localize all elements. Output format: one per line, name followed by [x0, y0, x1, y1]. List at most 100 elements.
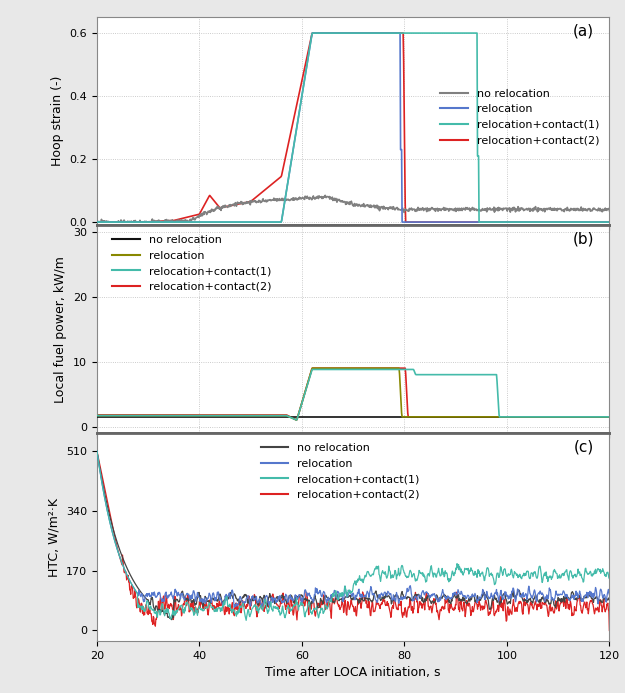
Legend: no relocation, relocation, relocation+contact(1), relocation+contact(2): no relocation, relocation, relocation+co…: [107, 231, 276, 297]
relocation+contact(1): [503, 570, 510, 579]
no relocation: [502, 413, 509, 421]
no relocation: [301, 413, 308, 421]
relocation+contact(1): [292, 416, 300, 424]
relocation+contact(2): [301, 389, 308, 398]
relocation+contact(1): [146, 218, 153, 226]
relocation: [309, 364, 316, 372]
relocation+contact(2): [319, 29, 327, 37]
Line: relocation+contact(1): relocation+contact(1): [97, 33, 609, 222]
relocation: [606, 590, 613, 599]
relocation+contact(1): [503, 413, 511, 421]
no relocation: [301, 195, 308, 204]
relocation+contact(2): [319, 599, 326, 607]
no relocation: [94, 218, 101, 226]
relocation: [503, 590, 510, 598]
relocation: [446, 413, 454, 421]
Y-axis label: Hoop strain (-): Hoop strain (-): [51, 76, 64, 166]
relocation+contact(2): [146, 609, 153, 617]
relocation: [493, 218, 501, 226]
relocation: [146, 412, 153, 420]
relocation+contact(1): [319, 609, 327, 617]
Line: relocation+contact(1): relocation+contact(1): [97, 369, 609, 420]
Text: (b): (b): [572, 231, 594, 247]
Y-axis label: HTC, W/m²·K: HTC, W/m²·K: [48, 498, 61, 577]
no relocation: [606, 595, 613, 603]
relocation+contact(2): [492, 608, 500, 616]
relocation+contact(2): [93, 411, 101, 419]
relocation+contact(2): [146, 218, 153, 226]
relocation+contact(2): [93, 446, 101, 455]
relocation+contact(1): [606, 218, 613, 226]
relocation+contact(2): [494, 413, 501, 421]
relocation: [320, 364, 328, 372]
no relocation: [606, 207, 613, 215]
relocation+contact(1): [93, 218, 101, 226]
relocation+contact(1): [446, 29, 453, 37]
no relocation: [146, 598, 153, 606]
Line: relocation: relocation: [97, 450, 609, 607]
Line: no relocation: no relocation: [97, 450, 609, 620]
no relocation: [445, 413, 452, 421]
relocation: [606, 218, 613, 226]
no relocation: [503, 595, 510, 604]
relocation+contact(1): [301, 613, 308, 621]
relocation+contact(1): [301, 390, 308, 398]
relocation: [446, 593, 453, 602]
relocation+contact(2): [606, 413, 613, 421]
relocation: [606, 413, 613, 421]
no relocation: [93, 446, 101, 455]
no relocation: [493, 598, 501, 606]
Text: (a): (a): [573, 24, 594, 39]
no relocation: [446, 204, 454, 213]
relocation: [503, 413, 511, 421]
relocation+contact(1): [493, 218, 501, 226]
relocation+contact(1): [320, 365, 328, 374]
relocation+contact(1): [493, 569, 501, 577]
relocation: [231, 603, 238, 611]
relocation+contact(2): [301, 599, 308, 608]
relocation+contact(1): [606, 574, 613, 583]
relocation+contact(1): [146, 412, 153, 420]
Line: relocation+contact(2): relocation+contact(2): [97, 33, 609, 222]
no relocation: [168, 615, 176, 624]
relocation: [319, 588, 327, 597]
relocation+contact(1): [446, 577, 453, 585]
relocation+contact(1): [93, 446, 101, 455]
relocation+contact(2): [146, 411, 153, 419]
Line: relocation: relocation: [97, 368, 609, 420]
relocation+contact(2): [493, 218, 501, 226]
relocation+contact(2): [446, 413, 454, 421]
relocation: [493, 590, 501, 599]
no relocation: [301, 595, 308, 604]
relocation: [93, 446, 101, 455]
relocation+contact(1): [606, 413, 613, 421]
no relocation: [503, 204, 511, 213]
relocation: [292, 416, 300, 424]
no relocation: [321, 191, 329, 200]
relocation+contact(2): [606, 626, 613, 635]
relocation+contact(1): [93, 412, 101, 420]
no relocation: [606, 413, 613, 421]
relocation+contact(2): [606, 218, 613, 226]
relocation: [93, 218, 101, 226]
relocation+contact(1): [146, 604, 153, 613]
relocation+contact(2): [320, 364, 328, 372]
relocation+contact(1): [494, 385, 501, 394]
no relocation: [319, 194, 327, 202]
relocation: [146, 218, 153, 226]
Line: relocation+contact(2): relocation+contact(2): [97, 450, 609, 631]
relocation+contact(2): [309, 29, 316, 37]
relocation: [446, 218, 453, 226]
relocation+contact(1): [319, 29, 327, 37]
relocation+contact(1): [503, 218, 510, 226]
Line: relocation+contact(2): relocation+contact(2): [97, 368, 609, 420]
relocation+contact(1): [309, 365, 316, 374]
no relocation: [146, 218, 154, 226]
no relocation: [93, 413, 101, 421]
no relocation: [494, 204, 501, 212]
relocation+contact(2): [503, 413, 511, 421]
relocation: [301, 389, 308, 398]
Line: no relocation: no relocation: [97, 195, 609, 222]
relocation: [301, 587, 308, 595]
Legend: no relocation, relocation, relocation+contact(1), relocation+contact(2): no relocation, relocation, relocation+co…: [436, 85, 604, 150]
